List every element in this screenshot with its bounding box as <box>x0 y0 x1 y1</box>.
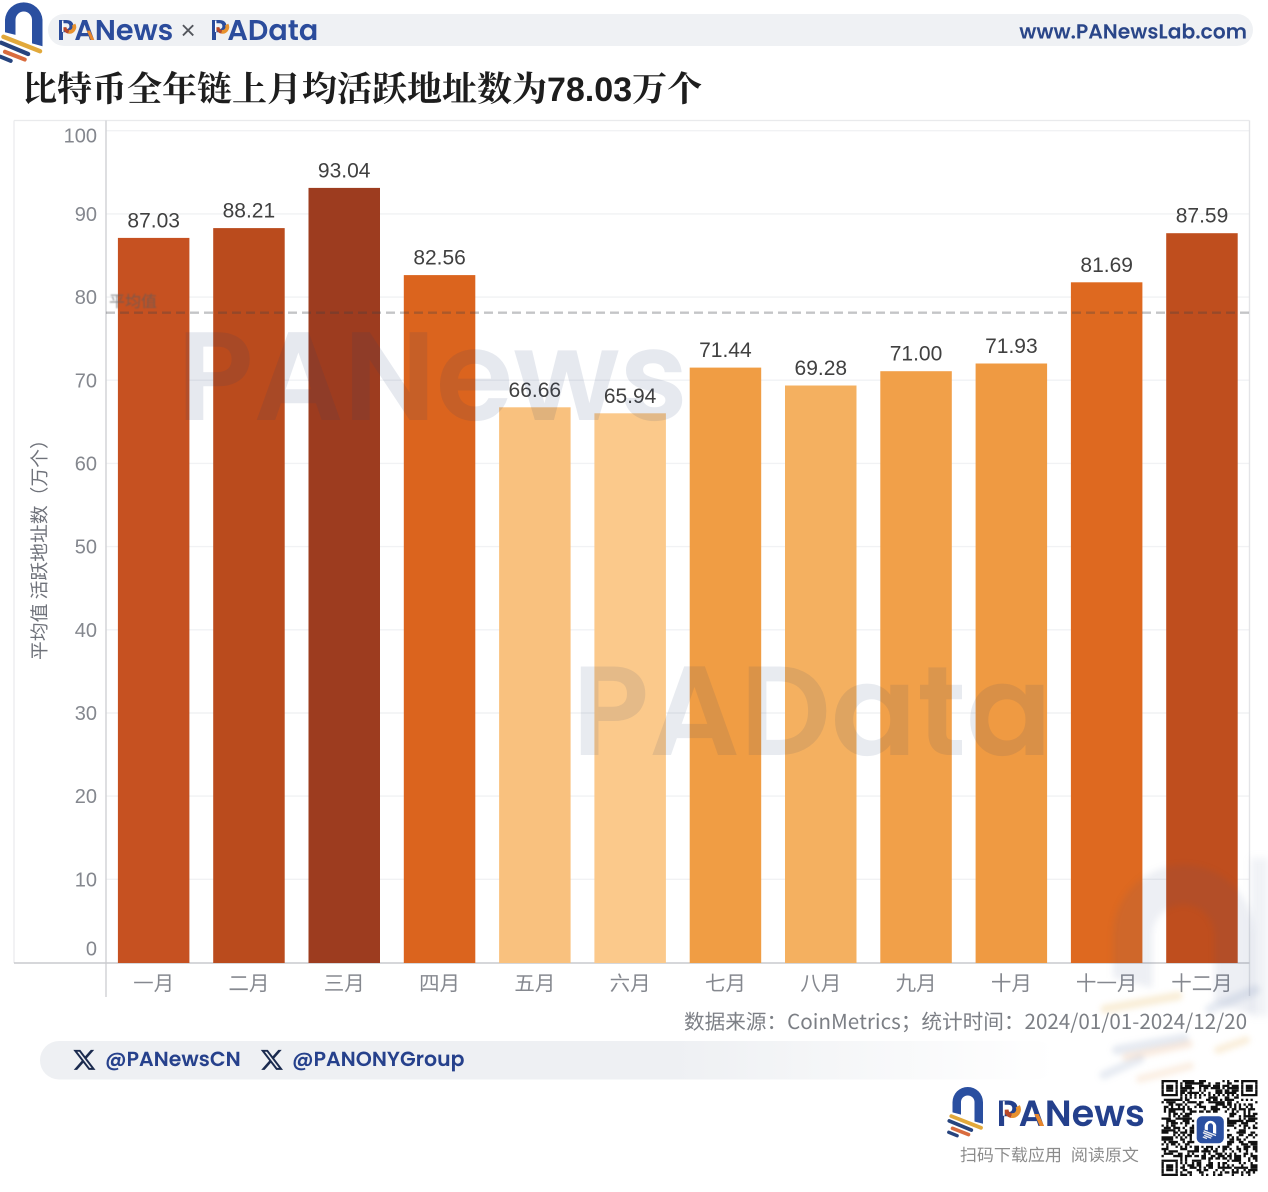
svg-text:88.21: 88.21 <box>223 200 276 223</box>
svg-text:87.59: 87.59 <box>1176 205 1229 228</box>
svg-text:66.66: 66.66 <box>509 379 562 402</box>
svg-text:50: 50 <box>75 537 97 559</box>
svg-text:60: 60 <box>75 454 97 476</box>
svg-text:69.28: 69.28 <box>795 357 848 380</box>
svg-text:30: 30 <box>75 703 97 725</box>
svg-text:70: 70 <box>75 370 97 392</box>
svg-text:87.03: 87.03 <box>127 209 180 232</box>
svg-text:80: 80 <box>75 287 97 309</box>
svg-text:100: 100 <box>64 126 97 148</box>
svg-text:10: 10 <box>75 869 97 891</box>
svg-text:65.94: 65.94 <box>604 385 657 408</box>
svg-text:71.93: 71.93 <box>985 335 1038 358</box>
svg-text:82.56: 82.56 <box>413 247 466 270</box>
svg-text:93.04: 93.04 <box>318 159 371 182</box>
svg-text:90: 90 <box>75 204 97 226</box>
svg-text:71.00: 71.00 <box>890 343 943 366</box>
svg-text:40: 40 <box>75 620 97 642</box>
svg-text:20: 20 <box>75 786 97 808</box>
svg-text:71.44: 71.44 <box>699 339 752 362</box>
svg-text:81.69: 81.69 <box>1080 254 1133 277</box>
svg-text:0: 0 <box>86 939 97 961</box>
